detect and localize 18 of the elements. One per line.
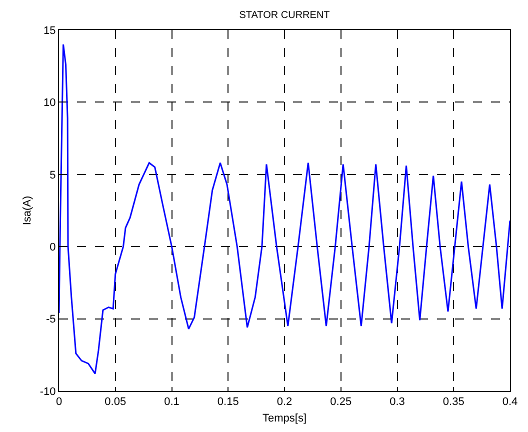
x-tick-label: 0.05 xyxy=(104,396,126,408)
y-tick-label: -10 xyxy=(40,386,56,398)
y-tick-label: 5 xyxy=(50,169,56,182)
x-tick-label: 0.1 xyxy=(164,396,180,408)
x-tick-label: 0.2 xyxy=(276,396,292,408)
y-tick-label: 15 xyxy=(44,24,56,37)
x-tick-label: 0.3 xyxy=(390,396,405,408)
line-series xyxy=(59,44,510,374)
x-tick-label: 0.4 xyxy=(502,396,518,408)
y-tick-label: -5 xyxy=(46,314,56,326)
x-tick-label: 0.15 xyxy=(217,396,239,408)
y-tick-label: 10 xyxy=(44,97,56,110)
x-axis-title: Temps[s] xyxy=(262,412,307,424)
chart-title: STATOR CURRENT xyxy=(239,10,330,21)
y-tick-label: 0 xyxy=(50,241,56,254)
y-axis-title: Isa(A) xyxy=(22,196,34,226)
x-tick-label: 0.35 xyxy=(442,396,464,408)
x-tick-label: 0.25 xyxy=(330,396,352,408)
